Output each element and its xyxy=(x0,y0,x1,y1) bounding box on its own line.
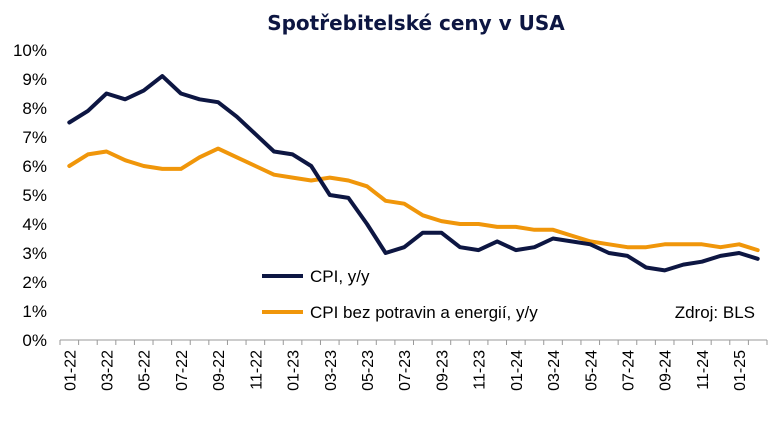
y-tick-label: 6% xyxy=(22,157,47,176)
x-tick-label: 03-23 xyxy=(323,350,340,391)
x-tick-label: 01-22 xyxy=(62,350,79,391)
x-tick-label: 05-24 xyxy=(583,350,600,391)
x-tick-label: 09-23 xyxy=(434,350,451,391)
y-tick-label: 0% xyxy=(22,331,47,350)
chart-title: Spotřebitelské ceny v USA xyxy=(267,11,565,35)
x-tick-label: 01-24 xyxy=(509,350,526,391)
x-tick-label: 07-23 xyxy=(397,350,414,391)
x-tick-label: 11-23 xyxy=(472,350,489,390)
legend-label: CPI, y/y xyxy=(310,267,370,286)
cpi-series-line xyxy=(67,74,760,273)
y-tick-label: 7% xyxy=(22,128,47,147)
y-tick-label: 5% xyxy=(22,186,47,205)
y-axis-tick-labels: 0% 1% 2% 3% 4% 5% 6% 7% 8% 9% 10% xyxy=(13,41,47,350)
x-tick-label: 11-24 xyxy=(695,350,712,390)
x-tick-label: 07-24 xyxy=(620,350,637,391)
y-tick-label: 10% xyxy=(13,41,47,60)
legend: CPI, y/y CPI bez potravin a energií, y/y xyxy=(262,267,538,322)
x-tick-label: 07-22 xyxy=(174,350,191,391)
source-note: Zdroj: BLS xyxy=(675,303,755,322)
y-tick-label: 1% xyxy=(22,302,47,321)
y-tick-label: 9% xyxy=(22,70,47,89)
x-tick-label: 11-22 xyxy=(248,350,265,390)
y-tick-label: 2% xyxy=(22,273,47,292)
x-axis-tick-labels: 01-22 03-22 05-22 07-22 09-22 11-22 01-23 03-23… xyxy=(59,340,768,391)
core-cpi-series-line xyxy=(67,146,760,253)
y-tick-label: 8% xyxy=(22,99,47,118)
x-tick-label: 05-23 xyxy=(360,350,377,391)
x-tick-label: 03-24 xyxy=(546,350,563,391)
legend-label: CPI bez potravin a energií, y/y xyxy=(310,303,538,322)
x-tick-label: 01-23 xyxy=(286,350,303,391)
x-tick-label: 03-22 xyxy=(100,350,117,391)
x-tick-label: 01-25 xyxy=(732,350,749,391)
y-tick-label: 3% xyxy=(22,244,47,263)
y-tick-label: 4% xyxy=(22,215,47,234)
series-lines xyxy=(67,74,760,273)
x-tick-label: 05-22 xyxy=(137,350,154,391)
x-tick-label: 09-22 xyxy=(211,350,228,391)
x-tick-label: 09-24 xyxy=(658,350,675,391)
